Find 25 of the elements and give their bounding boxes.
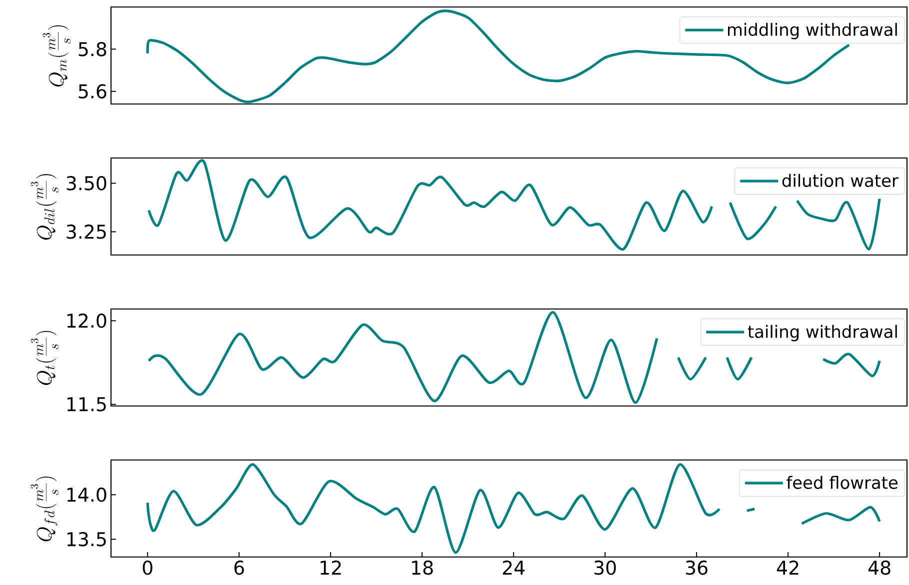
x-tick-label: 30 — [594, 560, 616, 575]
x-tick-label: 12 — [320, 560, 341, 575]
y-axis-title: $Q_m(\frac{m^3}{s})$ — [42, 25, 71, 87]
x-tick-label: 36 — [686, 560, 708, 575]
y-tick-label: 13.5 — [67, 532, 106, 546]
legend-label: middling withdrawal — [728, 22, 897, 40]
y-axis-title: $Q_t(\frac{m^3}{s})$ — [30, 330, 59, 385]
y-tick-label: 3.50 — [66, 176, 106, 190]
x-tick-label: 0 — [142, 560, 152, 575]
y-tick-label: 5.6 — [78, 84, 106, 98]
y-tick-label: 3.25 — [66, 224, 106, 239]
legend-label: dilution water — [782, 174, 898, 187]
x-tick-label: 48 — [868, 560, 890, 575]
y-tick-label: 5.8 — [78, 42, 106, 56]
y-axis-title: $Q_{fd}(\frac{m^3}{s})$ — [30, 476, 59, 542]
legend-label: tailing withdrawal — [748, 324, 897, 342]
x-tick-label: 42 — [776, 560, 798, 575]
x-tick-label: 6 — [234, 560, 244, 575]
y-tick-label: 12.0 — [67, 314, 106, 328]
y-tick-label: 14.0 — [67, 488, 106, 502]
y-axis-title: $Q_{dil}(\frac{m^3}{s})$ — [30, 174, 59, 240]
x-tick-label: 18 — [412, 560, 433, 575]
legend-label: feed flowrate — [786, 476, 898, 489]
x-tick-label: 24 — [502, 560, 525, 575]
y-tick-label: 11.5 — [67, 397, 106, 412]
